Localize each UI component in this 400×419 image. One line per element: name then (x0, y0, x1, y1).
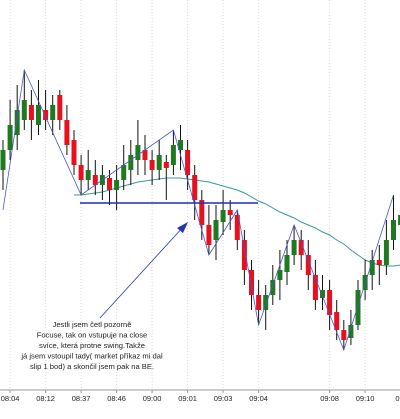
candle-body (114, 180, 120, 190)
candle-body (227, 210, 233, 215)
moving-average (74, 177, 400, 267)
candle-body (376, 260, 382, 265)
x-tick-label: 09:01 (178, 394, 197, 403)
candle-body (298, 240, 304, 255)
candle-body (163, 162, 169, 168)
candle-body (305, 255, 311, 275)
candle-body (78, 165, 84, 180)
candle-body (43, 110, 49, 120)
candle-body (28, 105, 34, 120)
candle-body (0, 150, 6, 170)
candle-body (249, 270, 254, 295)
candle-body (270, 280, 276, 295)
candle-body (149, 160, 155, 170)
candle-body (263, 295, 269, 310)
candle-body (14, 110, 20, 135)
candle-body (92, 175, 98, 185)
candle-body (142, 150, 148, 160)
candle-body (284, 255, 290, 272)
candle-body (234, 215, 240, 240)
x-tick-label: 08:37 (72, 394, 91, 403)
candle-body (348, 325, 354, 338)
candle-body (170, 145, 176, 165)
x-tick-label: 08:04 (1, 394, 20, 403)
candle-body (50, 105, 56, 120)
candle-body (312, 275, 318, 300)
candle-body (334, 312, 340, 330)
annotation-text: svíce, která protne swing.Takže (39, 341, 145, 350)
candle-body (199, 200, 205, 225)
candle-body (71, 140, 77, 165)
annotation-text: Focuse, tak on vstupuje na close (37, 331, 148, 340)
candle-body (192, 175, 198, 200)
candle-body (391, 220, 396, 240)
x-tick-label: 09:04 (249, 394, 268, 403)
candle-body (128, 155, 134, 170)
candle-body (156, 155, 162, 170)
annotation-text: já jsem vstoupil tady( market příkaz mi … (20, 352, 163, 361)
swing-line (2, 68, 394, 352)
x-tick-label: 09:10 (356, 394, 375, 403)
candle-body (36, 105, 41, 125)
candle-body (291, 240, 297, 255)
candle-body (398, 215, 400, 225)
candle-body (277, 270, 283, 280)
candle-body (383, 240, 389, 265)
candle-body (355, 290, 361, 325)
candle-body (327, 290, 333, 315)
x-tick-label: 09:03 (214, 394, 233, 403)
candle-body (57, 95, 63, 120)
candle-body (213, 220, 219, 240)
candle-body (185, 150, 191, 175)
candle-body (64, 120, 70, 145)
arrow-head (177, 222, 188, 233)
candle-body (7, 125, 13, 150)
candle-body (220, 210, 226, 222)
candle-body (85, 170, 91, 180)
annotation-text: Jestli jsem četl pozorně (53, 320, 132, 329)
x-tick-label: 09: (395, 394, 400, 403)
x-tick-label: 09:08 (320, 394, 339, 403)
candle-body (369, 260, 375, 275)
x-tick-label: 08:12 (36, 394, 55, 403)
candle-body (107, 178, 112, 190)
candle-body (256, 295, 262, 310)
candle-body (178, 140, 183, 150)
candle-body (121, 165, 127, 180)
candle-body (341, 330, 347, 340)
annotation-text: slip 1 bod) a skončil jsem pak na BE. (30, 362, 154, 371)
arrow-shaft (99, 225, 185, 319)
candle-body (241, 240, 247, 270)
candle-body (206, 225, 212, 245)
candle-body (320, 290, 325, 298)
candle-body (135, 145, 141, 160)
candle-body (21, 100, 27, 120)
x-tick-label: 08:46 (107, 394, 126, 403)
x-tick-label: 09:00 (143, 394, 162, 403)
